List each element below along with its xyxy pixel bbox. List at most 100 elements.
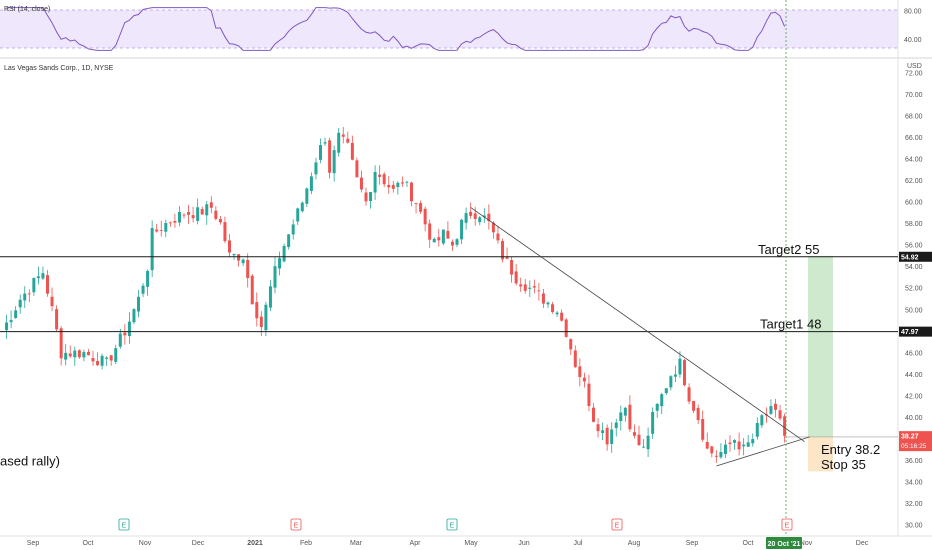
- candle-body: [505, 256, 509, 259]
- candle-body: [683, 360, 686, 386]
- level-lines[interactable]: [0, 256, 898, 333]
- candle-body: [510, 260, 514, 275]
- earnings-icon: [290, 518, 302, 531]
- candle-body: [164, 222, 168, 232]
- entry-label: Entry 38.2: [821, 442, 880, 457]
- candle-body: [319, 145, 322, 160]
- candle-body: [487, 213, 491, 222]
- candle-body: [587, 383, 591, 407]
- candle-body: [282, 245, 286, 262]
- candle-body: [378, 174, 382, 177]
- candle-body: [96, 361, 100, 366]
- candle-body: [159, 230, 163, 231]
- target2-label: Target2 55: [758, 242, 819, 257]
- candle-body: [14, 310, 18, 319]
- candle-body: [692, 400, 696, 411]
- earnings-label: E: [615, 523, 620, 530]
- left-annotation: ased rally): [0, 454, 60, 469]
- candle-body: [223, 222, 227, 242]
- candle-body: [592, 407, 595, 422]
- candle-body: [259, 316, 263, 328]
- candle-body: [519, 284, 523, 287]
- candle-body: [36, 276, 40, 279]
- candle-body: [696, 407, 700, 421]
- candle-body: [673, 374, 677, 377]
- candle-body: [182, 214, 186, 216]
- price-tick-label: 40.00: [905, 415, 923, 422]
- candle-body: [232, 253, 236, 256]
- candle-body: [537, 290, 541, 292]
- price-tick-label: 70.00: [905, 92, 923, 99]
- candle-body: [669, 376, 673, 388]
- date-tag: [766, 537, 802, 549]
- candle-body: [328, 140, 332, 173]
- symbol-title: Las Vegas Sands Corp., 1D, NYSE: [4, 65, 114, 72]
- candle-body: [241, 259, 245, 264]
- price-tick-label: 30.00: [905, 523, 923, 530]
- candle-body: [733, 440, 737, 443]
- time-tick-label: 2021: [247, 540, 263, 547]
- target1-price-tag-bg: [899, 326, 932, 337]
- candle-body: [410, 182, 413, 202]
- earnings-label: E: [294, 523, 299, 530]
- time-tick-label: Nov: [139, 540, 152, 547]
- time-tick-label: Oct: [743, 540, 754, 547]
- rsi-tick-label: 80.00: [904, 9, 922, 16]
- candle-body: [387, 184, 391, 188]
- candle-body: [632, 432, 636, 436]
- price-tick-label: 36.00: [905, 458, 923, 465]
- candle-body: [273, 266, 277, 288]
- candle-body: [214, 210, 218, 219]
- candle-body: [314, 162, 318, 175]
- candle-body: [9, 320, 13, 323]
- candle-body: [450, 241, 454, 246]
- position-zones[interactable]: [785, 255, 898, 472]
- candle-body: [573, 350, 577, 368]
- candle-body: [778, 410, 782, 419]
- time-tick-label: Apr: [410, 540, 422, 547]
- trendlines[interactable]: [470, 207, 810, 467]
- candle-body: [196, 207, 200, 221]
- candle-body: [59, 328, 63, 359]
- candle-body: [341, 134, 345, 137]
- candle-body: [460, 219, 464, 240]
- price-tick-label: 64.00: [905, 156, 923, 163]
- candle-body: [137, 296, 140, 312]
- candle-body: [350, 142, 354, 160]
- earnings-icon: [781, 518, 793, 531]
- time-axis[interactable]: Sep Oct Nov Dec 2021 Feb Mar Apr May Jun Jul Aug Sep…: [27, 540, 869, 547]
- candle-body: [255, 302, 259, 319]
- candle-body: [464, 213, 468, 223]
- countdown-tag: 05:16:25: [901, 443, 927, 450]
- candle-body: [446, 230, 450, 239]
- candle-body: [642, 446, 646, 448]
- price-tick-label: 72.00: [905, 70, 923, 77]
- price-axis[interactable]: 30.0032.0034.0036.0038.0040.0042.0044.00…: [905, 70, 923, 529]
- candle-body: [541, 293, 545, 304]
- candle-body: [268, 286, 272, 308]
- candle-body: [578, 366, 582, 378]
- candle-body: [68, 353, 72, 357]
- candle-body: [77, 350, 81, 358]
- price-tick-label: 46.00: [905, 350, 923, 357]
- candle-body: [373, 172, 377, 193]
- candle-body: [601, 430, 605, 434]
- candle-body: [55, 309, 59, 330]
- candle-body: [719, 451, 723, 458]
- candle-body: [760, 415, 764, 426]
- candle-body: [369, 192, 373, 202]
- earnings-icon: [611, 518, 623, 531]
- price-tick-label: 58.00: [905, 221, 923, 228]
- candle-body: [132, 309, 136, 323]
- price-tick-label: 54.00: [905, 264, 923, 271]
- candle-body: [555, 312, 559, 315]
- candle-body: [428, 223, 432, 240]
- stop-label: Stop 35: [821, 457, 866, 472]
- candle-body: [82, 352, 86, 358]
- candle-body: [455, 239, 459, 245]
- candle-body: [64, 352, 68, 360]
- candle-body: [228, 240, 231, 253]
- candle-body: [596, 424, 600, 432]
